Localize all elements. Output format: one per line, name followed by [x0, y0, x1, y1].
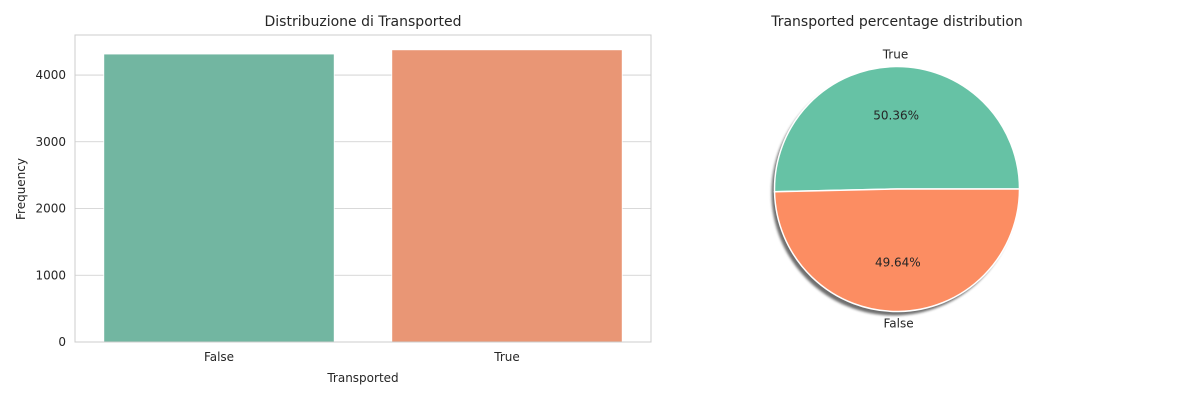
bar-chart-y-axis-label: Frequency: [14, 158, 28, 220]
bar-chart-panel: Distribuzione di Transported 0 1000 2000 30…: [14, 14, 652, 385]
bar-chart-x-ticks: False True: [204, 350, 520, 364]
pie-category-label: False: [883, 317, 913, 331]
pie-slice: [773, 65, 1021, 193]
bar: [391, 49, 623, 343]
bar-chart-y-tick-label: 2000: [35, 202, 66, 216]
bar-chart-y-tick-label: 3000: [35, 135, 66, 149]
bar-chart-x-tick-label: True: [493, 350, 520, 364]
pie-slice: [773, 188, 1021, 313]
bar-chart-y-tick-label: 0: [58, 335, 66, 349]
pie-chart-panel: Transported percentage distribution 50.3…: [770, 14, 1023, 331]
pie-category-label: True: [882, 47, 909, 61]
bar-chart-frame: [74, 34, 652, 343]
pie-chart-title: Transported percentage distribution: [770, 14, 1023, 30]
pie-chart-slices: [773, 65, 1021, 313]
bar-chart-y-ticks: 0 1000 2000 3000 4000: [35, 68, 66, 349]
pie-percent-label: 49.64%: [875, 255, 921, 269]
bar-chart-x-tick-label: False: [204, 350, 234, 364]
pie-chart-labels: 50.36% True 49.64% False: [873, 47, 920, 330]
bar-chart-x-axis-label: Transported: [326, 371, 398, 385]
bar-chart-y-tick-label: 4000: [35, 68, 66, 82]
bar: [103, 53, 335, 343]
pie-percent-label: 50.36%: [873, 109, 919, 123]
bar-chart-title: Distribuzione di Transported: [264, 14, 461, 30]
bar-chart-y-tick-label: 1000: [35, 268, 66, 282]
bar-chart-bars: [103, 49, 623, 343]
